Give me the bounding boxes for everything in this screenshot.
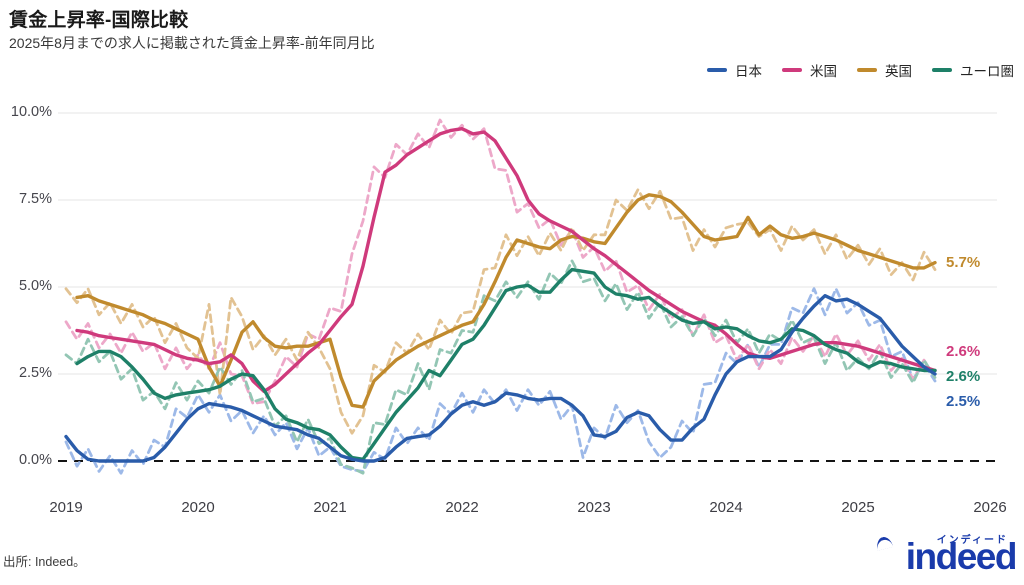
x-tick-label: 2025 (841, 499, 875, 516)
legend-item-euro: ユーロ圏 (932, 60, 1014, 80)
x-tick-label: 2026 (973, 499, 1007, 516)
indeed-logo-swoosh-icon (874, 535, 894, 551)
legend-item-us: 米国 (782, 60, 837, 80)
legend-label: 米国 (810, 64, 837, 79)
page-title: 賃金上昇率-国際比較 (9, 10, 189, 31)
japan-line-swatch (707, 68, 727, 72)
legend-label: 日本 (735, 64, 762, 79)
indeed-logo-wordmark: indeed (905, 536, 1018, 577)
y-tick-label: 7.5% (18, 191, 52, 207)
chart-subtitle: 2025年8月までの求人に掲載された賃金上昇率-前年同月比 (9, 35, 375, 51)
end-label-japan: 2.5% (946, 393, 981, 410)
x-tick-label: 2019 (49, 499, 83, 516)
uk-line-swatch (857, 68, 877, 72)
x-tick-label: 2024 (709, 499, 743, 516)
euro-raw-dashed-line (64, 259, 937, 475)
y-tick-label: 0.0% (18, 452, 52, 468)
y-tick-label: 5.0% (18, 278, 52, 294)
x-tick-label: 2020 (181, 499, 215, 516)
indeed-logo-katakana: インディード (936, 535, 1008, 546)
end-label-us: 2.6% (946, 343, 981, 360)
legend-item-japan: 日本 (707, 60, 762, 80)
indeed-logo: インディード indeed (858, 531, 1018, 581)
legend-item-uk: 英国 (857, 60, 912, 80)
x-tick-label: 2022 (445, 499, 479, 516)
legend-label: ユーロ圏 (960, 64, 1014, 79)
euro-line-swatch (932, 68, 952, 72)
y-tick-label: 10.0% (10, 104, 52, 120)
japan-solid-line (64, 294, 937, 463)
us-line-swatch (782, 68, 802, 72)
euro-solid-line (75, 267, 937, 461)
x-tick-label: 2021 (313, 499, 347, 516)
y-tick-label: 2.5% (18, 365, 52, 381)
chart-legend: 日本 米国 英国 ユーロ圏 (707, 60, 1014, 80)
source-note: 出所: Indeed。 (3, 555, 86, 569)
legend-label: 英国 (885, 64, 912, 79)
end-label-uk: 5.7% (946, 254, 981, 271)
x-tick-label: 2023 (577, 499, 611, 516)
end-label-euro: 2.6% (946, 368, 981, 385)
uk-solid-line (75, 193, 937, 409)
uk-raw-dashed-line (64, 188, 937, 435)
data-lines (64, 118, 937, 475)
us-solid-line (75, 126, 937, 394)
